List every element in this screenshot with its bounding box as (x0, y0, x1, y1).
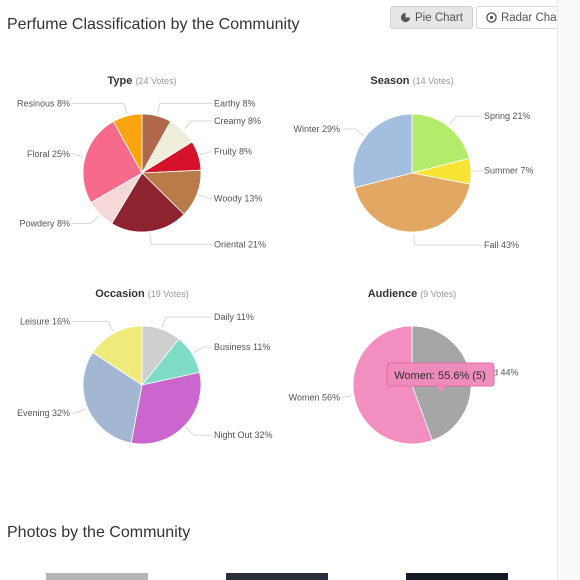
label-connector (183, 120, 212, 130)
community-photo-thumbnail[interactable] (46, 573, 148, 580)
label-connector (72, 153, 84, 158)
slice-label: Creamy 8% (214, 116, 261, 126)
slice-label: Summer 7% (484, 166, 534, 176)
pie-slice[interactable] (411, 113, 470, 174)
slice-label: Oriental 21% (214, 239, 266, 249)
community-photo-thumbnail[interactable] (406, 573, 508, 580)
pie-chart-season: Season (14 Votes) Spring 21% Summer 7% Fall… (293, 75, 533, 250)
slice-label: Fall 43% (484, 240, 519, 250)
page-title: Perfume Classification by the Community (7, 16, 300, 33)
pie-chart-occasion: Occasion (19 Votes) Daily 11% Business 11%… (17, 288, 273, 445)
radar-chart-label: Radar Chart (500, 11, 564, 24)
slice-label: Leisure 16% (20, 317, 70, 327)
label-connector (198, 194, 212, 200)
radar-chart-button[interactable]: Radar Chart (475, 6, 574, 29)
chart-title: Audience (9 Votes) (368, 288, 457, 300)
slice-label: Business 11% (214, 342, 270, 352)
pie-slice[interactable] (112, 113, 143, 175)
label-connector (342, 128, 365, 136)
label-connector (185, 427, 212, 436)
slice-label: Winter 29% (293, 124, 340, 134)
photos-section-title: Photos by the Community (7, 524, 191, 541)
slice-label: Resinous 8% (17, 98, 70, 108)
label-connector (72, 102, 128, 115)
slice-label: Floral 25% (27, 149, 70, 159)
label-connector (413, 233, 482, 246)
slice-label: Powdery 8% (19, 219, 70, 229)
pie-slice[interactable] (82, 120, 143, 204)
pie-chart-type: Type (24 Votes) Earthy 8% Creamy 8% Fruity … (17, 75, 266, 249)
label-connector (149, 233, 212, 245)
slice-label: Women 56% (289, 393, 340, 403)
pie-slice[interactable] (354, 172, 471, 233)
chart-title: Season (14 Votes) (370, 75, 453, 87)
pie-slice[interactable] (92, 325, 143, 386)
community-photo-thumbnail[interactable] (226, 573, 328, 580)
charts-area: Type (24 Votes) Earthy 8% Creamy 8% Fruity … (17, 75, 534, 445)
label-connector (193, 346, 212, 354)
slice-label: Spring 21% (484, 111, 531, 121)
scrollbar[interactable] (557, 0, 580, 580)
pie-tooltip: Women: 55.6% (5) (386, 362, 495, 392)
label-connector (449, 115, 482, 126)
slice-label: Night Out 32% (214, 430, 273, 440)
label-connector (161, 316, 212, 328)
chart-type-toolbar: Pie Chart Radar Chart (390, 6, 577, 29)
tooltip-text: Women: 55.6% (5) (394, 370, 486, 382)
slice-label: Earthy 8% (214, 98, 256, 108)
slice-label: Old 44% (484, 367, 519, 377)
pie-slice[interactable] (82, 351, 143, 444)
pie-chart-label: Pie Chart (415, 11, 463, 24)
slice-label: Evening 32% (17, 408, 70, 418)
radar-target-icon (486, 12, 497, 23)
label-connector (200, 151, 212, 156)
slice-label: Woody 13% (214, 194, 262, 204)
pie-slice[interactable] (111, 172, 185, 233)
slice-label: Fruity 8% (214, 147, 252, 157)
pie-chart-button[interactable]: Pie Chart (390, 6, 473, 29)
chart-title: Type (24 Votes) (108, 75, 177, 87)
chart-title: Occasion (19 Votes) (95, 288, 189, 300)
label-connector (72, 408, 86, 414)
pie-chart-icon (400, 12, 411, 23)
slice-label: Daily 11% (214, 312, 254, 322)
label-connector (341, 395, 352, 399)
pie-slice[interactable] (352, 113, 413, 189)
pie-slice[interactable] (130, 371, 202, 445)
label-connector (156, 102, 212, 115)
label-connector (72, 321, 114, 332)
label-connector (72, 215, 99, 224)
